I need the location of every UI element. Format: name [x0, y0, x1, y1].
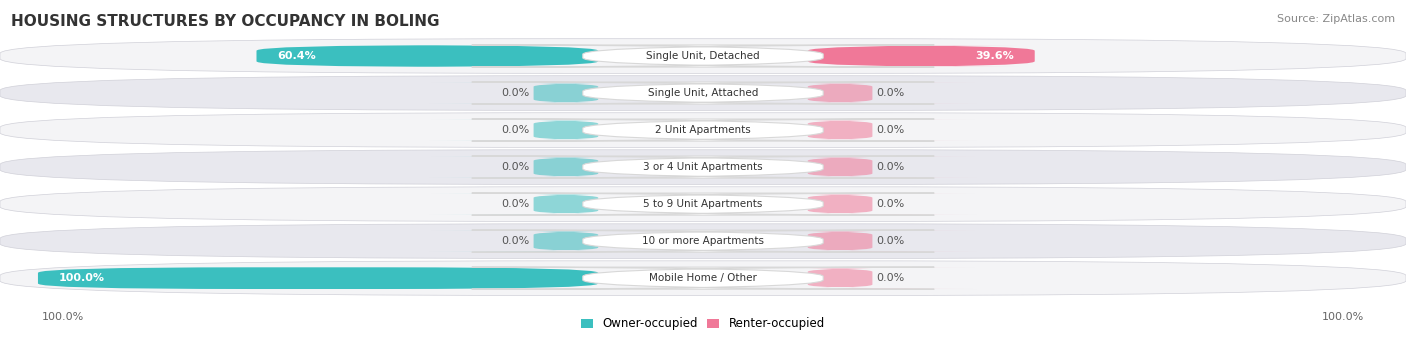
Text: 5 to 9 Unit Apartments: 5 to 9 Unit Apartments	[644, 199, 762, 209]
Text: 0.0%: 0.0%	[501, 125, 530, 135]
FancyBboxPatch shape	[471, 119, 934, 141]
Text: 0.0%: 0.0%	[877, 273, 905, 283]
FancyBboxPatch shape	[256, 45, 599, 67]
Text: 0.0%: 0.0%	[877, 162, 905, 172]
Text: 0.0%: 0.0%	[501, 162, 530, 172]
Text: 0.0%: 0.0%	[877, 88, 905, 98]
Legend: Owner-occupied, Renter-occupied: Owner-occupied, Renter-occupied	[576, 313, 830, 335]
Text: 0.0%: 0.0%	[501, 88, 530, 98]
FancyBboxPatch shape	[430, 156, 703, 178]
FancyBboxPatch shape	[704, 119, 976, 141]
FancyBboxPatch shape	[430, 193, 703, 215]
Text: 39.6%: 39.6%	[974, 51, 1014, 61]
FancyBboxPatch shape	[471, 193, 934, 215]
FancyBboxPatch shape	[471, 267, 934, 289]
FancyBboxPatch shape	[704, 267, 976, 289]
Text: Source: ZipAtlas.com: Source: ZipAtlas.com	[1277, 14, 1395, 24]
FancyBboxPatch shape	[808, 45, 1035, 67]
FancyBboxPatch shape	[704, 193, 976, 215]
FancyBboxPatch shape	[0, 150, 1406, 184]
Text: 0.0%: 0.0%	[877, 125, 905, 135]
Text: 0.0%: 0.0%	[501, 199, 530, 209]
Text: 10 or more Apartments: 10 or more Apartments	[643, 236, 763, 246]
Text: Mobile Home / Other: Mobile Home / Other	[650, 273, 756, 283]
Text: Single Unit, Detached: Single Unit, Detached	[647, 51, 759, 61]
FancyBboxPatch shape	[38, 267, 599, 289]
FancyBboxPatch shape	[0, 76, 1406, 110]
Text: 100.0%: 100.0%	[1322, 312, 1364, 322]
FancyBboxPatch shape	[0, 39, 1406, 73]
FancyBboxPatch shape	[471, 82, 934, 104]
FancyBboxPatch shape	[0, 261, 1406, 296]
FancyBboxPatch shape	[430, 119, 703, 141]
FancyBboxPatch shape	[0, 224, 1406, 258]
FancyBboxPatch shape	[704, 82, 976, 104]
FancyBboxPatch shape	[471, 156, 934, 178]
FancyBboxPatch shape	[0, 113, 1406, 147]
Text: 2 Unit Apartments: 2 Unit Apartments	[655, 125, 751, 135]
FancyBboxPatch shape	[471, 45, 934, 67]
FancyBboxPatch shape	[704, 230, 976, 252]
Text: 0.0%: 0.0%	[877, 199, 905, 209]
FancyBboxPatch shape	[430, 82, 703, 104]
FancyBboxPatch shape	[0, 187, 1406, 221]
Text: HOUSING STRUCTURES BY OCCUPANCY IN BOLING: HOUSING STRUCTURES BY OCCUPANCY IN BOLIN…	[11, 14, 440, 29]
Text: 0.0%: 0.0%	[877, 236, 905, 246]
Text: 0.0%: 0.0%	[501, 236, 530, 246]
FancyBboxPatch shape	[471, 230, 934, 252]
Text: 3 or 4 Unit Apartments: 3 or 4 Unit Apartments	[643, 162, 763, 172]
Text: 100.0%: 100.0%	[42, 312, 84, 322]
Text: 60.4%: 60.4%	[277, 51, 316, 61]
FancyBboxPatch shape	[430, 230, 703, 252]
FancyBboxPatch shape	[704, 156, 976, 178]
Text: Single Unit, Attached: Single Unit, Attached	[648, 88, 758, 98]
Text: 100.0%: 100.0%	[59, 273, 105, 283]
